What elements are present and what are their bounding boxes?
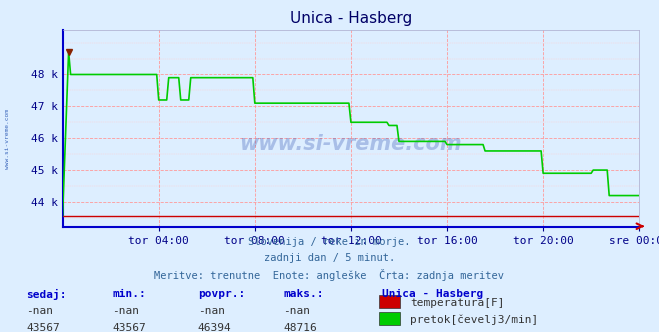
Text: www.si-vreme.com: www.si-vreme.com [5, 110, 11, 169]
Text: sedaj:: sedaj: [26, 289, 67, 300]
Text: 43567: 43567 [26, 323, 60, 332]
Text: 48716: 48716 [283, 323, 317, 332]
Text: povpr.:: povpr.: [198, 289, 245, 299]
Text: maks.:: maks.: [283, 289, 324, 299]
Title: Unica - Hasberg: Unica - Hasberg [290, 11, 412, 26]
Text: Unica - Hasberg: Unica - Hasberg [382, 289, 484, 299]
Text: 46394: 46394 [198, 323, 231, 332]
Text: pretok[čevelj3/min]: pretok[čevelj3/min] [410, 315, 538, 325]
Text: -nan: -nan [26, 306, 53, 316]
Text: temperatura[F]: temperatura[F] [410, 298, 504, 308]
Text: www.si-vreme.com: www.si-vreme.com [240, 134, 462, 154]
Text: -nan: -nan [198, 306, 225, 316]
Text: Slovenija / reke in morje.: Slovenija / reke in morje. [248, 237, 411, 247]
Text: 43567: 43567 [112, 323, 146, 332]
Text: -nan: -nan [283, 306, 310, 316]
Text: zadnji dan / 5 minut.: zadnji dan / 5 minut. [264, 253, 395, 263]
Text: min.:: min.: [112, 289, 146, 299]
Text: -nan: -nan [112, 306, 139, 316]
Text: Meritve: trenutne  Enote: angleške  Črta: zadnja meritev: Meritve: trenutne Enote: angleške Črta: … [154, 269, 505, 281]
